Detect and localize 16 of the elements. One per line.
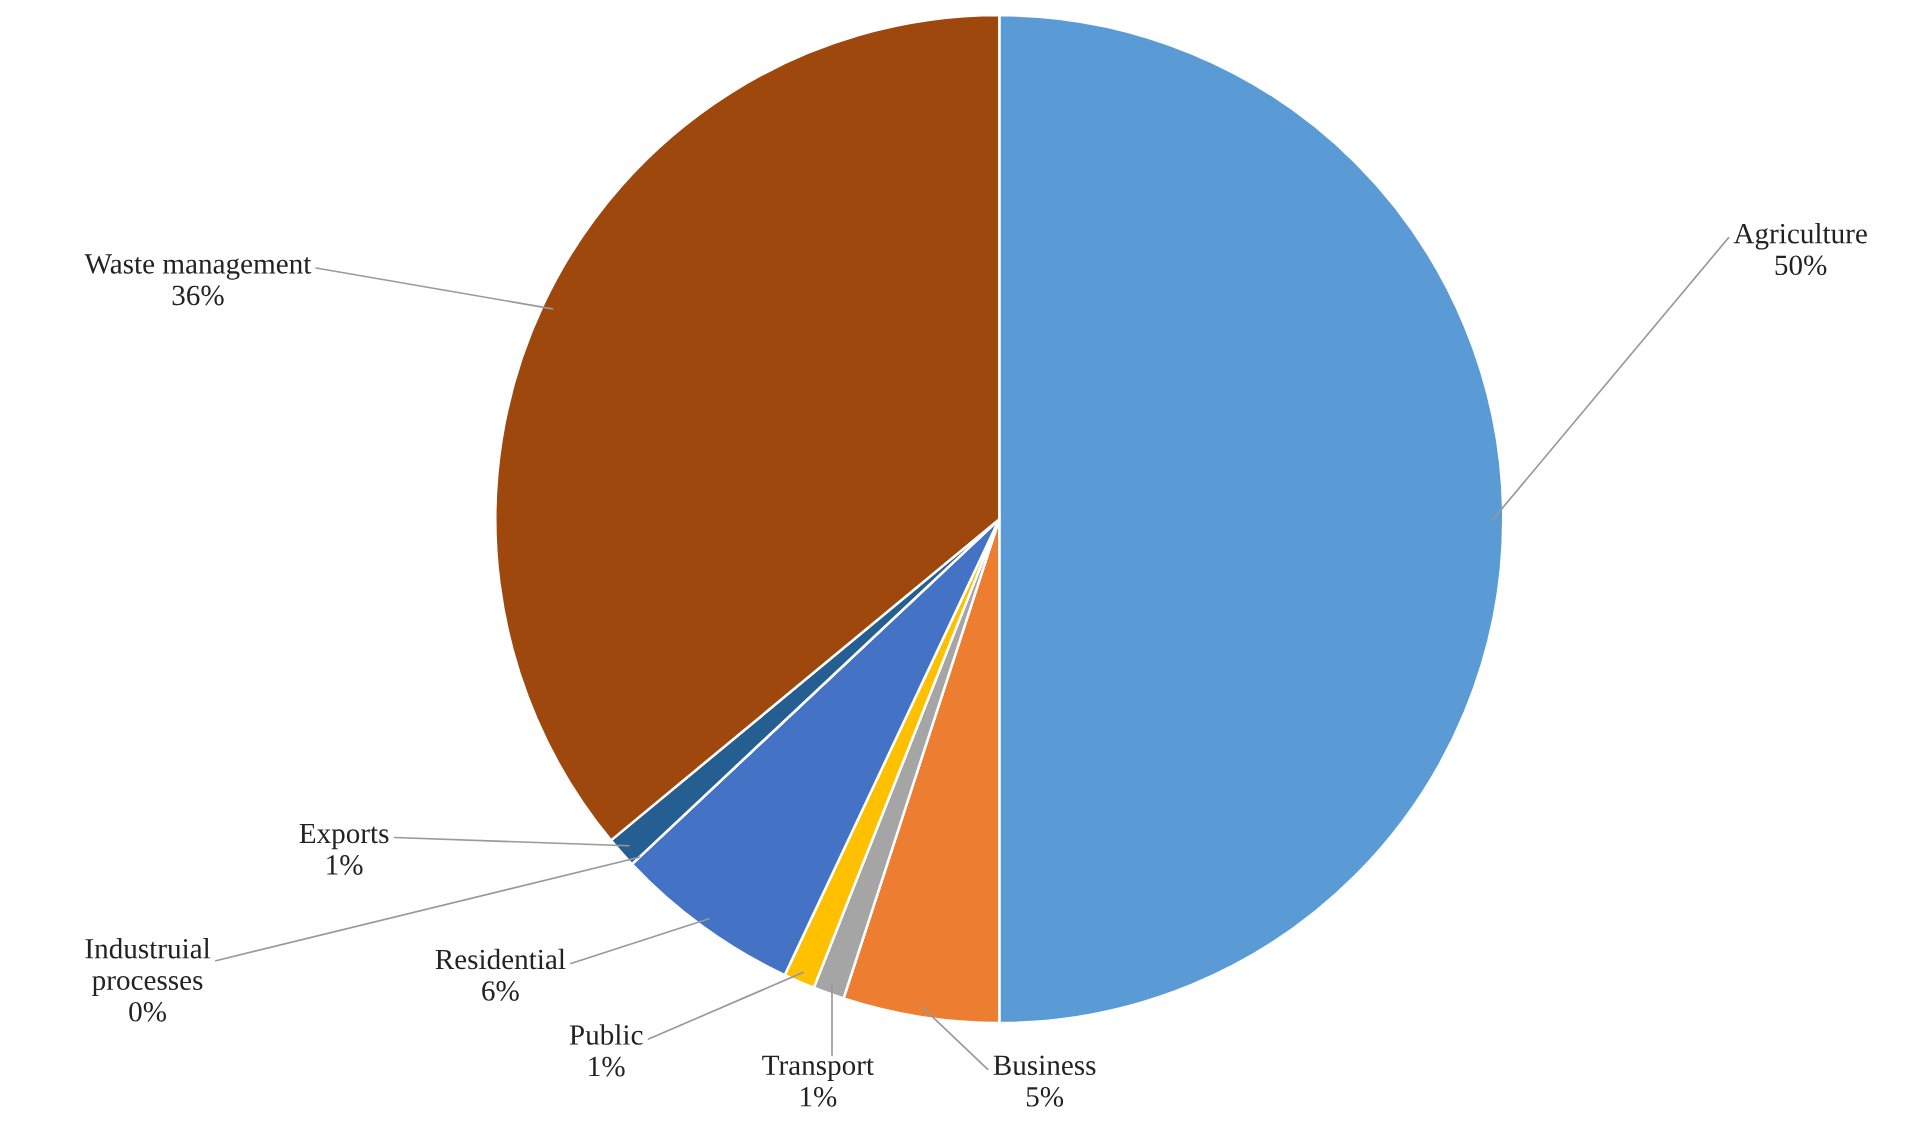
slice-label: Exports: [299, 823, 389, 850]
category-label: Industruial processes: [85, 938, 211, 996]
data-label: 1%: [589, 1056, 625, 1077]
data-label: 1%: [327, 855, 363, 875]
data-label: 5%: [1026, 1086, 1064, 1107]
slice-label: Transport: [762, 1055, 874, 1082]
slice-label: Waste management: [84, 254, 312, 280]
data-label: 50%: [1775, 255, 1827, 276]
data-label: 1%: [800, 1086, 837, 1107]
text: 0%: [129, 1001, 167, 1022]
data-label: 36%: [172, 285, 224, 306]
slice-label: Agriculture: [1733, 222, 1867, 250]
slice-label: Public: [569, 1024, 643, 1045]
slice-label: Business: [993, 1055, 1096, 1076]
slice-label: Residential: [435, 948, 566, 970]
data-label: 6%: [482, 981, 519, 1001]
